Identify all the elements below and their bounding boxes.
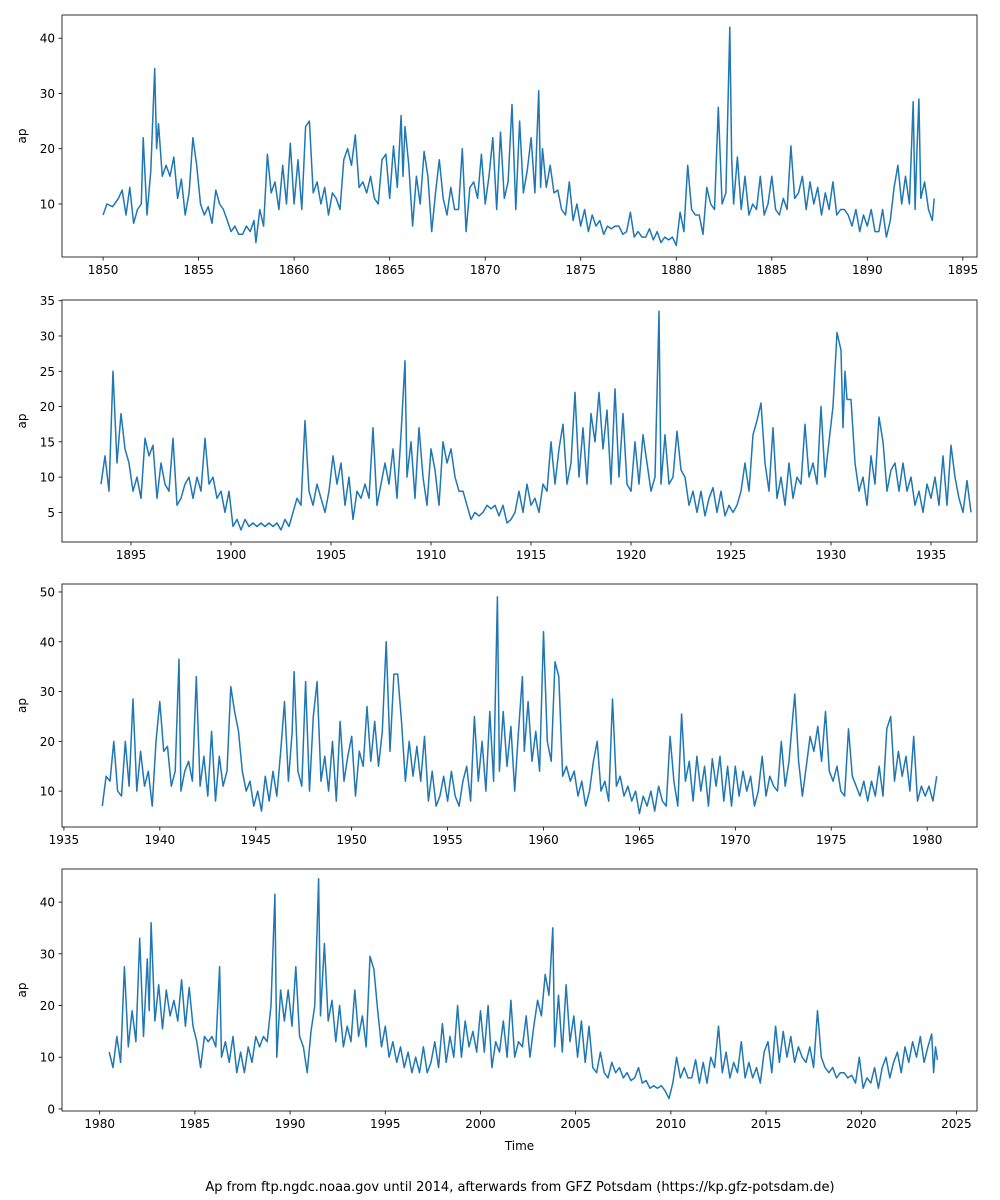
x-tick-label: 1900 (216, 548, 247, 562)
x-tick-label: 1855 (183, 263, 214, 277)
y-tick-label: 40 (40, 896, 55, 910)
y-tick-label: 40 (40, 635, 55, 649)
x-tick-label: 1945 (240, 833, 271, 847)
y-tick-label: 10 (40, 197, 55, 211)
y-tick-label: 30 (40, 87, 55, 101)
y-tick-label: 20 (40, 735, 55, 749)
series-line (100, 310, 972, 531)
x-tick-label: 1995 (370, 1117, 401, 1131)
x-tick-label: 2010 (656, 1117, 687, 1131)
y-tick-label: 10 (40, 785, 55, 799)
x-tick-label: 1850 (88, 263, 119, 277)
figure-caption: Ap from ftp.ngdc.noaa.gov until 2014, af… (205, 1180, 835, 1195)
y-tick-label: 35 (40, 294, 55, 308)
x-tick-label: 1960 (528, 833, 559, 847)
subplot-3: 1935 1940 1945 1950 1955 1960 1965 1970 1975 1980… (15, 583, 978, 847)
x-tick-label: 1895 (116, 548, 147, 562)
subplot-4: 1980 1985 1990 1995 2000 2005 2010 2015 2020 2025… (15, 868, 978, 1153)
axes-frame (61, 583, 978, 828)
y-tick-label: 20 (40, 999, 55, 1013)
y-axis-label: ap (15, 129, 29, 144)
x-tick-label: 1955 (432, 833, 463, 847)
y-tick-label: 15 (40, 435, 55, 449)
x-tick-label: 1925 (716, 548, 747, 562)
x-tick-label: 1910 (416, 548, 447, 562)
subplot-1: 1850 1855 1860 1865 1870 1875 1880 1885 1890 1895… (15, 14, 979, 277)
y-axis-label: ap (15, 414, 29, 429)
x-tick-label: 1990 (275, 1117, 306, 1131)
x-tick-label: 1980 (84, 1117, 115, 1131)
y-tick-label: 40 (40, 32, 55, 46)
x-tick-label: 2020 (846, 1117, 877, 1131)
y-axis-label: ap (15, 983, 29, 998)
x-tick-label: 1980 (912, 833, 943, 847)
x-tick-label: 2015 (751, 1117, 782, 1131)
x-axis-label: Time (504, 1139, 534, 1153)
y-tick-label: 50 (40, 585, 55, 599)
y-tick-label: 10 (40, 471, 55, 485)
y-tick-label: 10 (40, 1051, 55, 1065)
y-tick-label: 25 (40, 365, 55, 379)
x-tick-label: 1940 (145, 833, 176, 847)
series-line (108, 878, 939, 1100)
y-axis-label: ap (15, 698, 29, 713)
axes-frame (61, 868, 978, 1112)
x-tick-label: 1915 (516, 548, 547, 562)
x-tick-label: 1930 (816, 548, 847, 562)
y-tick-label: 30 (40, 947, 55, 961)
x-tick-label: 1985 (180, 1117, 211, 1131)
x-tick-label: 1865 (374, 263, 405, 277)
y-tick-label: 20 (40, 400, 55, 414)
y-tick-label: 20 (40, 142, 55, 156)
x-tick-label: 1905 (316, 548, 347, 562)
y-tick-label: 30 (40, 329, 55, 343)
x-tick-label: 2005 (560, 1117, 591, 1131)
x-tick-label: 1860 (279, 263, 310, 277)
x-tick-label: 1880 (661, 263, 692, 277)
axes-frame (61, 299, 978, 543)
x-tick-label: 1970 (720, 833, 751, 847)
x-tick-label: 1875 (565, 263, 596, 277)
x-tick-label: 1975 (816, 833, 847, 847)
y-tick-label: 30 (40, 685, 55, 699)
x-tick-label: 2025 (941, 1117, 972, 1131)
x-tick-label: 1935 (49, 833, 80, 847)
series-line (101, 596, 938, 815)
subplot-2: 1895 1900 1905 1910 1915 1920 1925 1930 1935 5 10 1… (15, 294, 978, 562)
x-tick-label: 1885 (757, 263, 788, 277)
x-tick-label: 1935 (916, 548, 947, 562)
x-tick-label: 1950 (336, 833, 367, 847)
x-tick-label: 1895 (948, 263, 979, 277)
x-tick-label: 1920 (616, 548, 647, 562)
x-tick-label: 2000 (465, 1117, 496, 1131)
y-tick-label: 5 (47, 506, 55, 520)
x-tick-label: 1890 (852, 263, 883, 277)
y-tick-label: 0 (47, 1102, 55, 1116)
series-line (102, 26, 935, 247)
x-tick-label: 1870 (470, 263, 501, 277)
x-tick-label: 1965 (624, 833, 655, 847)
axes-frame (61, 14, 978, 258)
